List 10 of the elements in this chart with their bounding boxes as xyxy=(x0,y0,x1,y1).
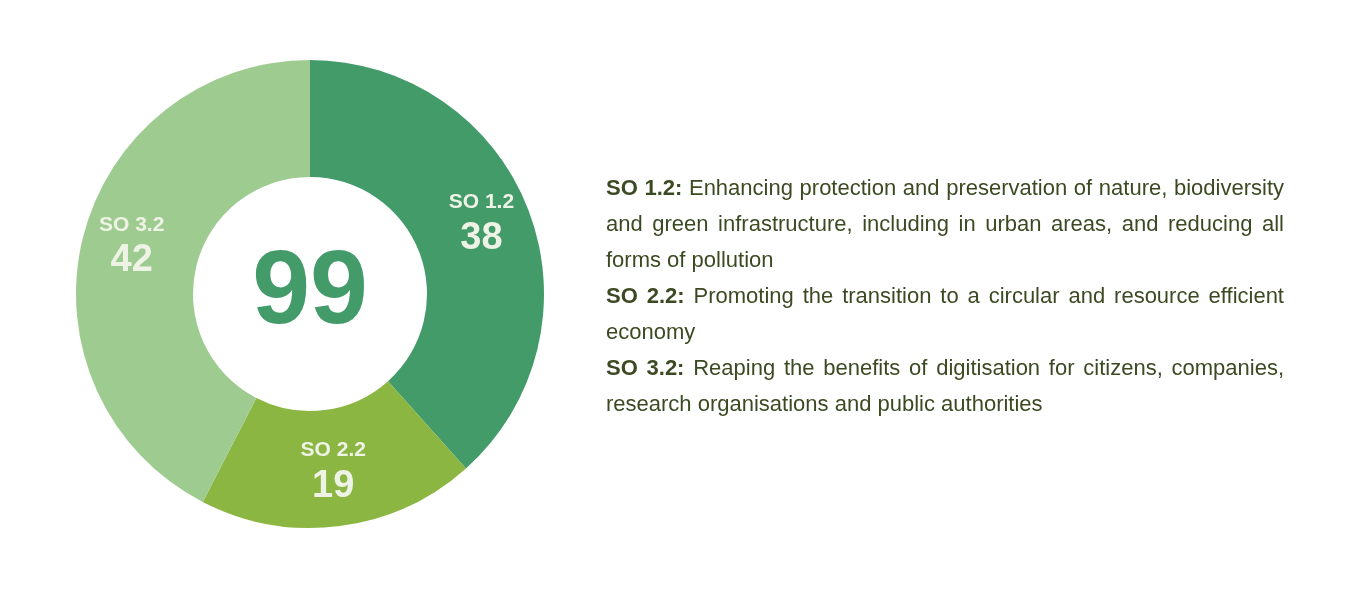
text: 99 xyxy=(252,228,368,345)
text: SO 1.2: Enhancing protection and preservation of nature, biodiversity and green infrastructure, including in urban areas, and reducing all forms of pollution xyxy=(606,174,1284,274)
data-label: 38 xyxy=(460,215,503,257)
text: SO 2.2: Promoting the transition to a circular and resource efficient economy xyxy=(606,282,1284,346)
slice-label: SO 2.2 xyxy=(300,436,366,460)
data-label: 42 xyxy=(110,237,153,280)
text: SO 3.2: Reaping the benefits of digitisation for citizens, companies, research organisations and public authorities xyxy=(606,354,1284,418)
slice-label: SO 3.2 xyxy=(98,211,165,235)
data-label: 19 xyxy=(312,462,355,505)
slice-label: SO 1.2 xyxy=(448,189,515,213)
